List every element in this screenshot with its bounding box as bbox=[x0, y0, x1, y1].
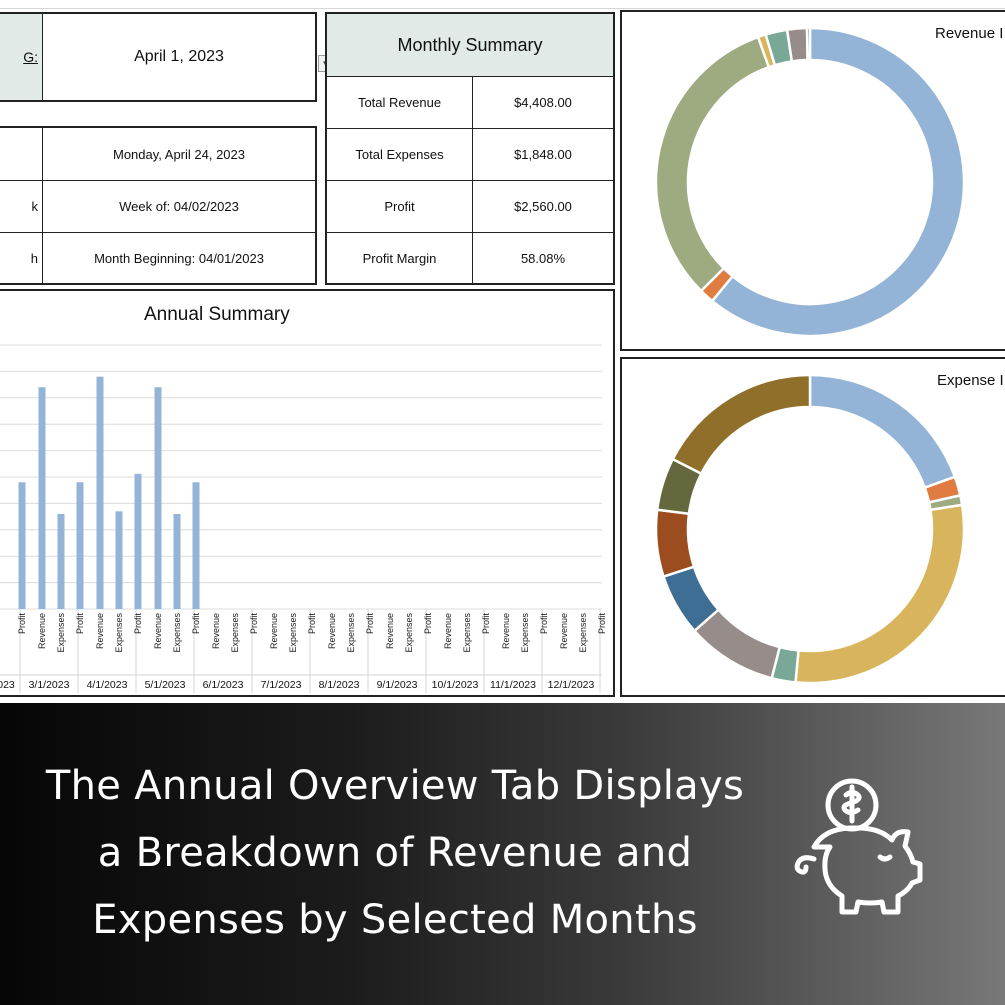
annual-summary-title: Annual Summary bbox=[144, 304, 290, 325]
series-tick-label: Revenue bbox=[501, 613, 511, 649]
month-tick-label: 12/1/2023 bbox=[548, 679, 595, 691]
month-tick-label: 4/1/2023 bbox=[87, 679, 128, 691]
profit-margin-value: 58.08% bbox=[472, 232, 613, 283]
bar-profit[interactable] bbox=[18, 482, 26, 609]
donut-slice[interactable] bbox=[671, 373, 812, 476]
donut-slice[interactable] bbox=[808, 373, 957, 490]
total-expenses-value: $1,848.00 bbox=[472, 128, 613, 180]
series-tick-label: Profit bbox=[191, 613, 201, 635]
revenue-chart-title: Revenue I bbox=[935, 25, 1004, 42]
month-tick-label: 5/1/2023 bbox=[145, 679, 186, 691]
bar-profit[interactable] bbox=[76, 482, 84, 609]
month-tick-label: 3/1/2023 bbox=[29, 679, 70, 691]
series-tick-label: Profit bbox=[597, 613, 607, 635]
bar-revenue[interactable] bbox=[96, 376, 104, 609]
bar-expenses[interactable] bbox=[173, 513, 181, 609]
revenue-breakdown-chart[interactable]: Revenue I bbox=[620, 10, 1005, 351]
series-tick-label: Expenses bbox=[346, 613, 356, 653]
series-tick-label: Revenue bbox=[95, 613, 105, 649]
monthly-summary-title: Monthly Summary bbox=[327, 14, 613, 76]
series-tick-label: Expenses bbox=[114, 613, 124, 653]
series-tick-label: Profit bbox=[307, 613, 317, 635]
series-tick-label: Profit bbox=[539, 613, 549, 635]
series-tick-label: Profit bbox=[17, 613, 27, 635]
bar-expenses[interactable] bbox=[57, 513, 65, 609]
expense-breakdown-chart[interactable]: Expense I bbox=[620, 357, 1005, 697]
donut-slice[interactable] bbox=[794, 503, 966, 685]
monthly-summary-table: Monthly Summary Total Revenue $4,408.00 … bbox=[325, 12, 615, 285]
series-tick-label: Expenses bbox=[230, 613, 240, 653]
annual-summary-chart[interactable]: Annual Summary Profit 023 Revenue Expenses P… bbox=[0, 289, 615, 697]
revenue-donut bbox=[654, 26, 966, 338]
series-tick-label: Revenue bbox=[385, 613, 395, 649]
total-revenue-value: $4,408.00 bbox=[472, 76, 613, 128]
series-tick-label: Expenses bbox=[462, 613, 472, 653]
series-tick-label: Revenue bbox=[269, 613, 279, 649]
series-tick-label: Expenses bbox=[288, 613, 298, 653]
beginning-date-label: G: bbox=[0, 14, 42, 100]
series-tick-label: Expenses bbox=[172, 613, 182, 653]
series-tick-label: Revenue bbox=[327, 613, 337, 649]
banner-line-2: a Breakdown of Revenue and bbox=[97, 830, 693, 876]
profit-value: $2,560.00 bbox=[472, 180, 613, 232]
bar-profit[interactable] bbox=[134, 473, 142, 609]
month-tick-label: 9/1/2023 bbox=[377, 679, 418, 691]
month-tick-label: 11/1/2023 bbox=[490, 679, 536, 691]
bar-revenue[interactable] bbox=[38, 387, 46, 609]
donut-slice[interactable] bbox=[805, 26, 812, 62]
month-tick-label: 023 bbox=[0, 679, 15, 691]
series-tick-label: Profit bbox=[249, 613, 259, 635]
beginning-date-box: G: April 1, 2023 bbox=[0, 12, 317, 102]
donut-slice[interactable] bbox=[710, 26, 966, 338]
sheet-gridline bbox=[0, 0, 1005, 9]
series-tick-label: Profit bbox=[133, 613, 143, 635]
bar-profit[interactable] bbox=[192, 482, 200, 609]
donut-slice[interactable] bbox=[785, 26, 809, 63]
month-tick-label: 6/1/2023 bbox=[203, 679, 244, 691]
banner-line-3: Expenses by Selected Months bbox=[92, 897, 698, 943]
series-tick-label: Expenses bbox=[404, 613, 414, 653]
date-info-label bbox=[0, 128, 42, 180]
week-of-value: Week of: 04/02/2023 bbox=[42, 180, 315, 232]
series-tick-label: Profit bbox=[481, 613, 491, 635]
series-tick-label: Revenue bbox=[211, 613, 221, 649]
month-tick-label: 10/1/2023 bbox=[432, 679, 479, 691]
donut-slice[interactable] bbox=[654, 508, 696, 579]
date-info-table: Monday, April 24, 2023 k Week of: 04/02/… bbox=[0, 126, 317, 285]
bar-expenses[interactable] bbox=[115, 511, 123, 609]
bar-revenue[interactable] bbox=[154, 387, 162, 609]
series-tick-label: Revenue bbox=[153, 613, 163, 649]
banner-caption: The Annual Overview Tab Displays a Break… bbox=[20, 753, 770, 954]
series-tick-label: Expenses bbox=[56, 613, 66, 653]
promo-banner: The Annual Overview Tab Displays a Break… bbox=[0, 703, 1005, 1005]
series-tick-label: Revenue bbox=[443, 613, 453, 649]
series-tick-label: Expenses bbox=[520, 613, 530, 653]
piggy-bank-dollar-icon bbox=[794, 778, 923, 915]
today-date-value: Monday, April 24, 2023 bbox=[42, 128, 315, 180]
series-tick-label: Profit bbox=[365, 613, 375, 635]
series-tick-label: Profit bbox=[75, 613, 85, 635]
date-info-label: k bbox=[0, 180, 42, 232]
total-revenue-label: Total Revenue bbox=[327, 76, 472, 128]
donut-slice[interactable] bbox=[654, 35, 771, 293]
series-tick-label: Revenue bbox=[37, 613, 47, 649]
beginning-date-value[interactable]: April 1, 2023 bbox=[42, 14, 315, 100]
month-beginning-value: Month Beginning: 04/01/2023 bbox=[42, 232, 315, 283]
spreadsheet-dashboard: G: April 1, 2023 ▼ Monday, April 24, 202… bbox=[0, 0, 1005, 697]
month-tick-label: 8/1/2023 bbox=[319, 679, 360, 691]
date-info-label: h bbox=[0, 232, 42, 283]
total-expenses-label: Total Expenses bbox=[327, 128, 472, 180]
expense-chart-title: Expense I bbox=[937, 372, 1004, 389]
series-tick-label: Expenses bbox=[578, 613, 588, 653]
profit-margin-label: Profit Margin bbox=[327, 232, 472, 283]
banner-line-1: The Annual Overview Tab Displays bbox=[45, 763, 745, 809]
month-tick-label: 7/1/2023 bbox=[261, 679, 302, 691]
profit-label: Profit bbox=[327, 180, 472, 232]
series-tick-label: Profit bbox=[423, 613, 433, 635]
expense-donut bbox=[654, 373, 966, 685]
series-tick-label: Revenue bbox=[559, 613, 569, 649]
annual-summary-plot: Profit 023 Revenue Expenses Profit 3/1/2023 Re… bbox=[0, 344, 607, 693]
beginning-date-label-text: G: bbox=[23, 49, 38, 65]
